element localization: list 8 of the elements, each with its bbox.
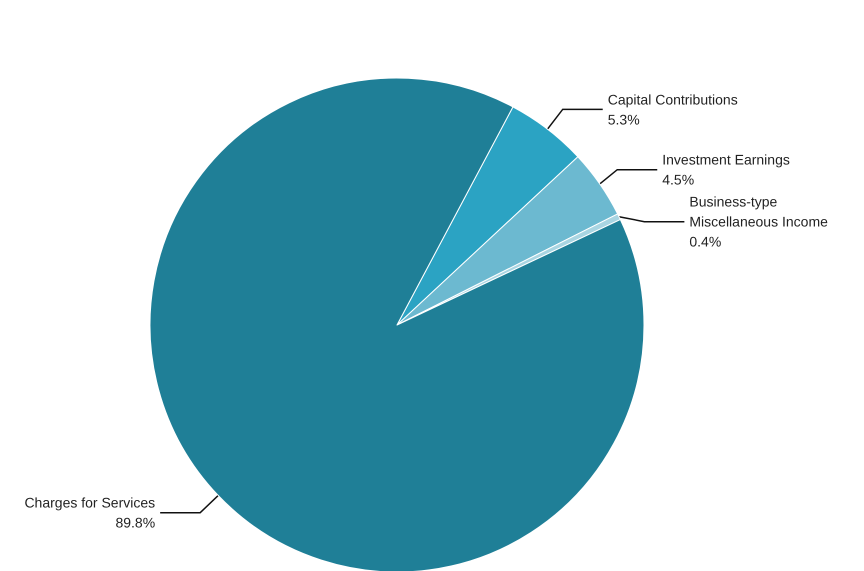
slice-label: Investment Earnings [662, 152, 790, 168]
slice-label: Charges for Services [24, 494, 156, 511]
slice-label: Capital Contributions [608, 91, 738, 108]
data-label: 4.5% [662, 172, 694, 188]
data-label: 0.4% [689, 234, 722, 250]
data-label: 89.8% [115, 514, 156, 531]
slice-label: Business-type Miscellaneous Income [689, 194, 828, 230]
data-label: 5.3% [608, 111, 640, 128]
